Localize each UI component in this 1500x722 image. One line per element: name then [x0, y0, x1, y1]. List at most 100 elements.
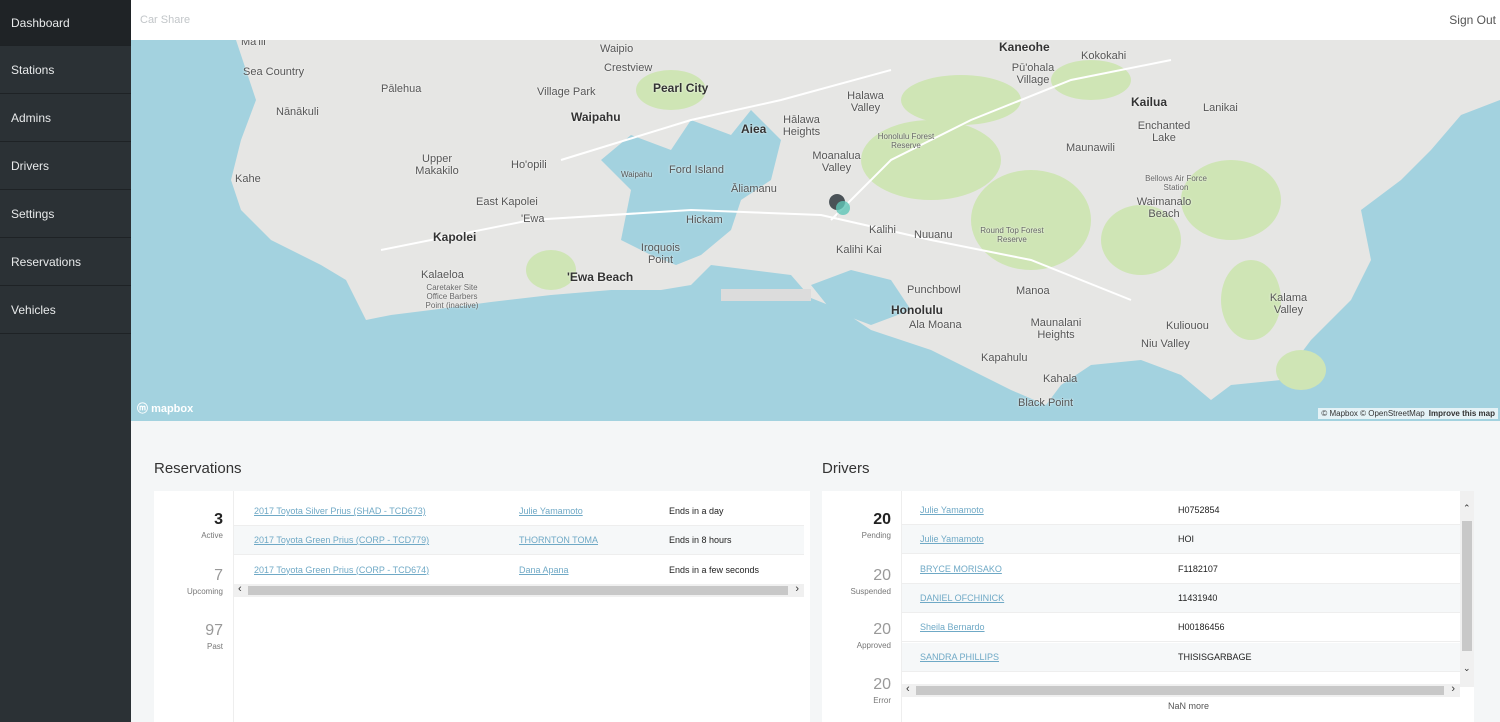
- driver-name-link[interactable]: Julie Yamamoto: [920, 534, 984, 545]
- map-label: Upper Makakilo: [415, 153, 459, 177]
- vehicle-link[interactable]: 2017 Toyota Green Prius (CORP - TCD779): [254, 535, 430, 545]
- map-label: Kuliouou: [1166, 320, 1209, 332]
- horizontal-scrollbar[interactable]: ‹ ›: [902, 683, 1460, 697]
- stat-past[interactable]: 97 Past: [205, 622, 223, 651]
- scroll-down-icon[interactable]: ⌄: [1463, 663, 1471, 673]
- scroll-right-icon[interactable]: ›: [1451, 683, 1455, 695]
- show-more-text[interactable]: NaN more: [1168, 701, 1210, 711]
- scroll-left-icon[interactable]: ‹: [906, 683, 910, 695]
- map-label: East Kapolei: [476, 196, 538, 208]
- map-label: Kaneohe: [999, 40, 1050, 54]
- sidebar-item-stations[interactable]: Stations: [0, 46, 131, 94]
- sidebar-item-admins[interactable]: Admins: [0, 94, 131, 142]
- map-label: Iroquois Point: [640, 242, 681, 266]
- stat-label: Upcoming: [186, 587, 223, 596]
- map-label: Lanikai: [1203, 102, 1238, 114]
- stat-value: 97: [205, 622, 223, 639]
- driver-name-link[interactable]: BRYCE MORISAKO: [920, 563, 1002, 574]
- sign-out-button[interactable]: Sign Out: [1449, 13, 1496, 27]
- driver-name-link[interactable]: DANIEL OFCHINICK: [920, 592, 1005, 603]
- scroll-left-icon[interactable]: ‹: [238, 583, 242, 595]
- driver-license: 11431940: [1178, 592, 1218, 603]
- sidebar-item-settings[interactable]: Settings: [0, 190, 131, 238]
- sidebar-item-drivers[interactable]: Drivers: [0, 142, 131, 190]
- driver-license: THISISGARBAGE: [1178, 651, 1252, 662]
- table-row: 2017 Toyota Silver Prius (SHAD - TCD673)…: [234, 497, 804, 526]
- reservations-panel: 3 Active 7 Upcoming 97 Past 2017 Toyota Sil…: [154, 491, 810, 722]
- sidebar-item-vehicles[interactable]: Vehicles: [0, 286, 131, 334]
- map-label: Kapolei: [433, 230, 477, 244]
- map-label: Halawa Valley: [847, 90, 884, 114]
- map-label: Manoa: [1016, 285, 1050, 297]
- scrollbar-thumb[interactable]: [1462, 521, 1472, 651]
- scrollbar-thumb[interactable]: [916, 686, 1444, 695]
- driver-license: HOI: [1178, 534, 1195, 545]
- scrollbar-thumb[interactable]: [248, 586, 788, 595]
- map-label: Kalihi Kai: [836, 244, 882, 256]
- stat-label: Pending: [861, 531, 891, 540]
- keehi-lagoon: [811, 270, 911, 325]
- brand-title[interactable]: Car Share: [140, 14, 191, 26]
- map-label: Kapahulu: [981, 352, 1028, 364]
- driver-name-link[interactable]: SANDRA PHILLIPS: [920, 651, 1000, 662]
- map-attribution: © Mapbox © OpenStreetMap Improve this map: [1318, 408, 1498, 419]
- map-label: Kalama Valley: [1269, 292, 1308, 316]
- driver-license: H0752854: [1178, 505, 1220, 515]
- stat-value: 20: [873, 511, 891, 528]
- map-label: Honolulu Forest Reserve: [877, 132, 935, 150]
- driver-link[interactable]: Julie Yamamoto: [519, 506, 583, 516]
- map-label: Kalaeloa: [421, 269, 464, 281]
- table-row: Julie Yamamoto H0752854: [902, 496, 1460, 525]
- map-label: Pālehua: [381, 83, 422, 95]
- map-label: Ala Moana: [909, 319, 962, 331]
- map-label: Waimanalo Beach: [1136, 196, 1192, 220]
- map-label: Waipahu: [621, 170, 653, 179]
- vehicle-link[interactable]: 2017 Toyota Green Prius (CORP - TCD674): [254, 564, 430, 575]
- drivers-panel: 20 Pending 20 Suspended 20 Approved 20 Error…: [822, 491, 1474, 722]
- stat-value: 7: [214, 567, 223, 584]
- improve-map-link[interactable]: Improve this map: [1428, 409, 1495, 418]
- attribution-text[interactable]: © Mapbox © OpenStreetMap: [1321, 409, 1425, 418]
- stat-suspended[interactable]: 20 Suspended: [851, 567, 891, 596]
- map-label: Waipahu: [571, 110, 621, 124]
- sidebar-item-dashboard[interactable]: Dashboard: [0, 0, 131, 46]
- map[interactable]: Mā'ili Sea Country Pālehua Nānākuli Kahe…: [131, 40, 1500, 421]
- table-row: 2017 Toyota Green Prius (CORP - TCD779) T…: [234, 526, 804, 555]
- stat-active[interactable]: 3 Active: [201, 511, 223, 540]
- mapbox-logo[interactable]: ⓜ mapbox: [137, 403, 194, 415]
- driver-license: H00186456: [1178, 622, 1225, 633]
- driver-link[interactable]: Dana Apana: [519, 564, 569, 575]
- horizontal-scrollbar[interactable]: ‹ ›: [234, 583, 804, 597]
- sidebar-item-reservations[interactable]: Reservations: [0, 238, 131, 286]
- map-label: Honolulu: [891, 303, 943, 317]
- map-label: Kahe: [235, 173, 261, 185]
- top-bar: Car Share Sign Out: [131, 0, 1500, 40]
- map-label: Enchanted Lake: [1137, 120, 1191, 144]
- map-label: Kailua: [1131, 95, 1168, 109]
- table-row: 2017 Toyota Green Prius (CORP - TCD674) D…: [234, 555, 804, 584]
- stat-pending[interactable]: 20 Pending: [862, 511, 891, 540]
- stat-value: 3: [214, 511, 223, 528]
- map-label: 'Ewa: [521, 213, 545, 225]
- map-label: Ho'opili: [511, 159, 547, 171]
- reservation-status: Ends in a day: [669, 506, 724, 516]
- table-row: BRYCE MORISAKO F1182107: [902, 555, 1460, 584]
- reservations-title: Reservations: [154, 460, 242, 477]
- scroll-up-icon[interactable]: ⌃: [1463, 503, 1471, 513]
- vertical-scrollbar[interactable]: ⌃ ⌄: [1460, 491, 1474, 687]
- map-label: Aiea: [741, 122, 767, 136]
- driver-name-link[interactable]: Sheila Bernardo: [920, 622, 985, 633]
- map-label: Maunawili: [1066, 142, 1115, 154]
- map-label: Kokokahi: [1081, 50, 1127, 62]
- map-label: Punchbowl: [907, 284, 961, 296]
- map-label: Hālawa Heights: [782, 114, 821, 138]
- scroll-right-icon[interactable]: ›: [795, 583, 799, 595]
- stat-upcoming[interactable]: 7 Upcoming: [187, 567, 223, 596]
- driver-link[interactable]: THORNTON TOMA: [519, 535, 599, 545]
- stat-approved[interactable]: 20 Approved: [857, 621, 891, 650]
- stat-error[interactable]: 20 Error: [873, 676, 891, 705]
- vehicle-link[interactable]: 2017 Toyota Silver Prius (SHAD - TCD673): [254, 506, 426, 516]
- map-label: Mā'ili: [241, 40, 266, 48]
- parks: [526, 60, 1326, 390]
- driver-name-link[interactable]: Julie Yamamoto: [920, 505, 984, 515]
